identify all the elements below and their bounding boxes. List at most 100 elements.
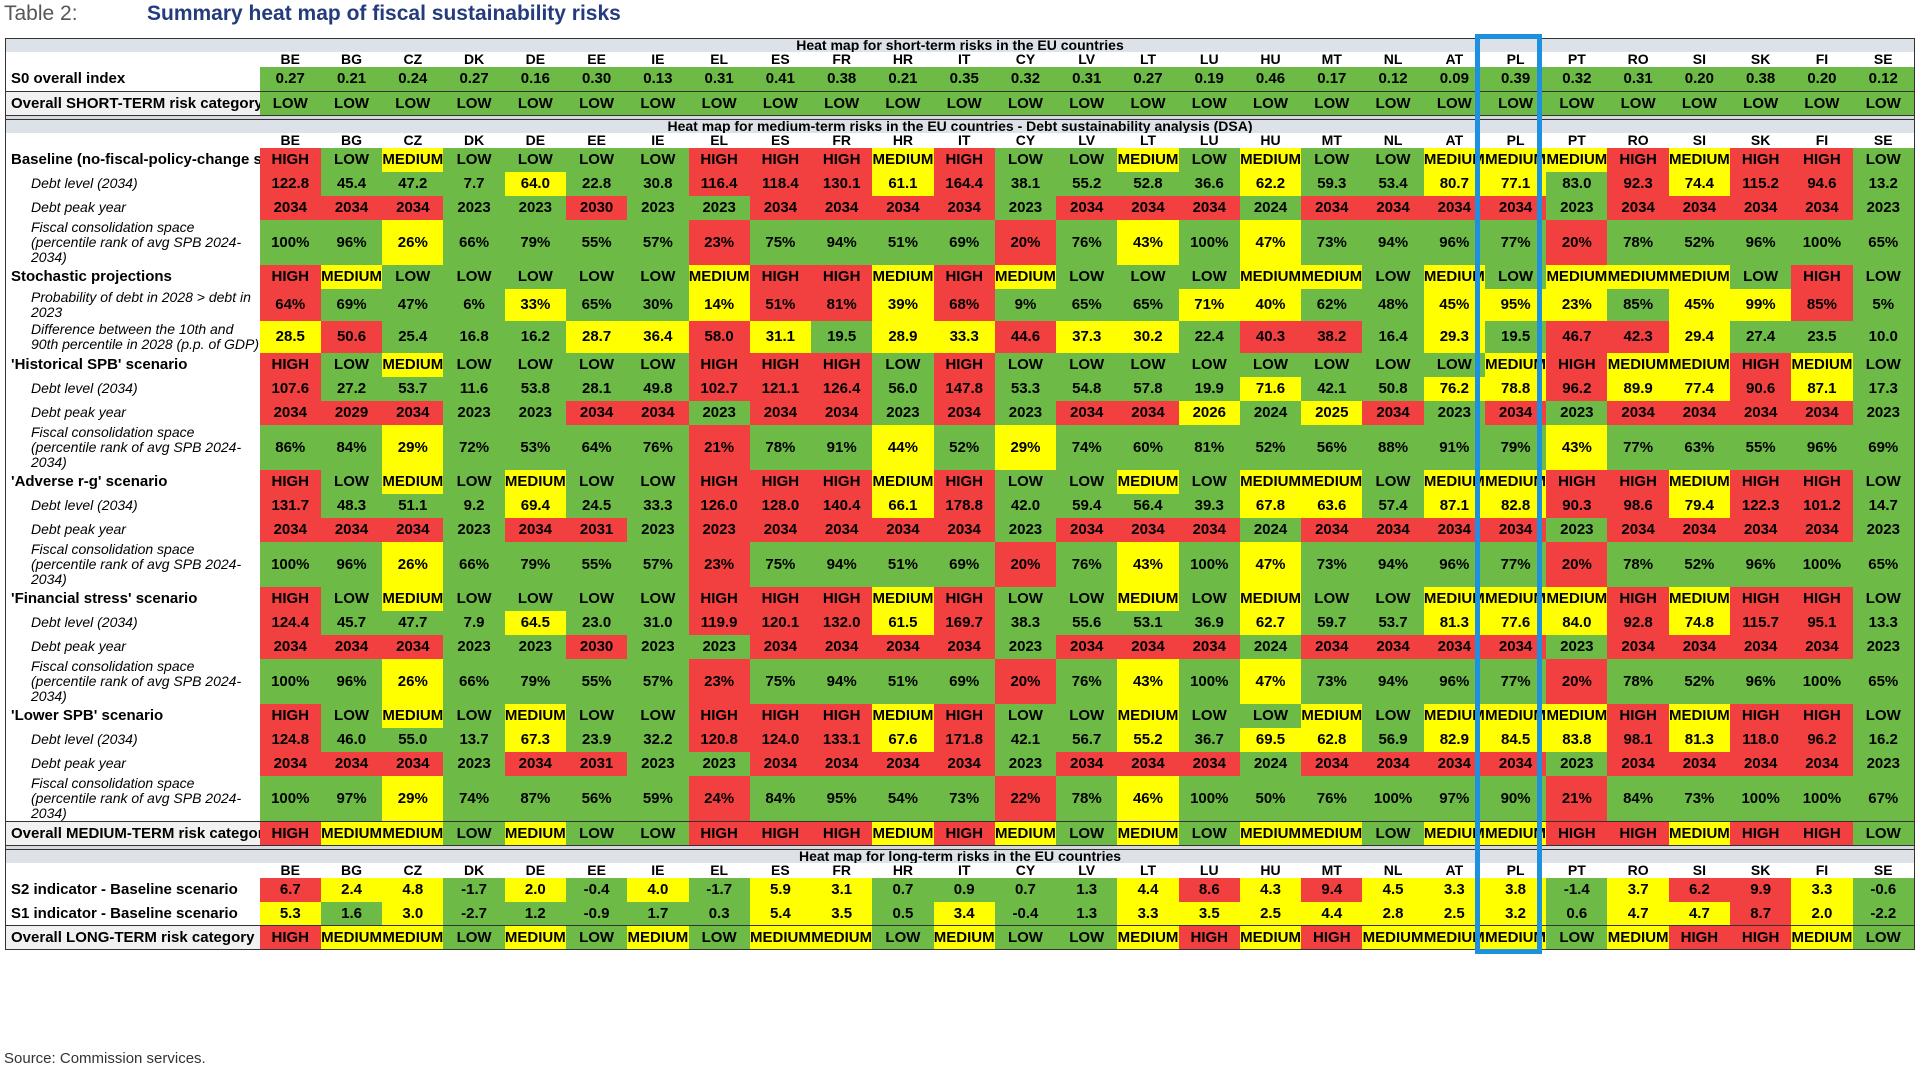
heat-cell: 46.0 bbox=[320, 727, 383, 752]
heat-cell: 23% bbox=[1546, 288, 1608, 321]
table-row: 'Historical SPB' scenario HIGH LOW MEDIUM LO… bbox=[6, 352, 1915, 377]
country-code-cy: CY bbox=[1015, 862, 1036, 878]
heat-cell: LOW bbox=[504, 90, 566, 116]
country-code-ie: IE bbox=[651, 52, 665, 67]
heat-cell: 26% bbox=[382, 541, 444, 587]
heat-cell: 43% bbox=[1117, 541, 1179, 587]
heat-cell: LOW bbox=[1239, 352, 1302, 377]
country-code-el: EL bbox=[710, 52, 729, 67]
country-code-pl: PL bbox=[1506, 52, 1525, 67]
table-row: Overall SHORT-TERM risk category LOW LOW LO… bbox=[5, 90, 1915, 116]
heat-cell: HIGH bbox=[811, 469, 873, 494]
heat-cell: 94% bbox=[1362, 219, 1424, 265]
heat-cell: 69% bbox=[1852, 424, 1915, 470]
heat-cell: 56.7 bbox=[1056, 727, 1118, 752]
country-code-fr: FR bbox=[832, 862, 851, 878]
heat-cell: 4.7 bbox=[1607, 901, 1669, 926]
heat-cell: LOW bbox=[1178, 90, 1240, 116]
table-row: Debt level (2034) 107.6 27.2 53.7 11.6 53.8 28… bbox=[6, 376, 1915, 401]
heat-cell: 33% bbox=[504, 288, 566, 321]
table-row: Fiscal consolidation space (percentile r… bbox=[6, 775, 1915, 821]
heat-cell: 61.5 bbox=[872, 610, 934, 635]
heat-cell: 124.8 bbox=[259, 727, 321, 752]
heat-cell: 10.0 bbox=[1852, 320, 1915, 353]
heat-cell: 31.1 bbox=[749, 320, 812, 353]
heat-cell: 19.5 bbox=[811, 320, 873, 353]
heat-cell: 2034 bbox=[1730, 400, 1792, 425]
heat-cell: 2034 bbox=[933, 634, 995, 659]
heat-cell: 61.1 bbox=[872, 171, 934, 196]
heat-cell: 64.5 bbox=[504, 610, 566, 635]
heat-cell: LOW bbox=[1239, 703, 1302, 728]
heat-cell: 2034 bbox=[811, 195, 873, 220]
heat-cell: HIGH bbox=[749, 703, 812, 728]
heat-cell: 2034 bbox=[1178, 634, 1240, 659]
section-separator bbox=[5, 115, 1915, 119]
heat-cell: MEDIUM bbox=[1791, 352, 1853, 377]
heat-cell: 2034 bbox=[1668, 634, 1731, 659]
heat-cell: 50.8 bbox=[1362, 376, 1424, 401]
heat-cell: 2034 bbox=[1117, 751, 1179, 776]
heat-cell: LOW bbox=[1852, 469, 1915, 494]
heat-cell: 47.2 bbox=[382, 171, 444, 196]
country-code-bg: BG bbox=[341, 862, 363, 878]
heat-cell: 96% bbox=[320, 219, 383, 265]
heat-cell: 100% bbox=[259, 219, 321, 265]
heat-cell: 0.32 bbox=[1546, 67, 1608, 91]
heat-cell: 2034 bbox=[504, 517, 566, 542]
country-code-bg: BG bbox=[341, 132, 363, 148]
heat-cell: 2034 bbox=[872, 751, 934, 776]
heat-cell: LOW bbox=[1852, 820, 1915, 846]
row-label: Fiscal consolidation space (percentile r… bbox=[31, 658, 242, 704]
heat-cell: 0.7 bbox=[872, 877, 934, 902]
heat-cell: 75% bbox=[749, 658, 812, 704]
row-label: Debt level (2034) bbox=[31, 731, 138, 747]
heat-cell: HIGH bbox=[749, 264, 812, 289]
heat-cell: 140.4 bbox=[811, 493, 873, 518]
heat-cell: MEDIUM bbox=[1301, 469, 1363, 494]
heat-cell: 2034 bbox=[1056, 634, 1118, 659]
heat-cell: 2034 bbox=[320, 195, 383, 220]
country-code-hu: HU bbox=[1260, 132, 1281, 148]
row-label: Baseline (no-fiscal-policy-change scenar… bbox=[11, 151, 260, 168]
heat-cell: 0.5 bbox=[872, 901, 934, 926]
heat-cell: MEDIUM bbox=[1117, 586, 1179, 611]
heat-cell: HIGH bbox=[933, 703, 995, 728]
heat-cell: 2034 bbox=[811, 751, 873, 776]
heat-cell: 1.2 bbox=[504, 901, 566, 926]
heat-cell: -1.7 bbox=[688, 877, 750, 902]
heat-cell: LOW bbox=[994, 586, 1057, 611]
heat-cell: LOW bbox=[443, 586, 505, 611]
heat-cell: MEDIUM bbox=[872, 703, 934, 728]
country-code-nl: NL bbox=[1383, 862, 1403, 878]
heat-cell: LOW bbox=[1178, 820, 1240, 846]
heat-cell: 3.2 bbox=[1484, 901, 1547, 926]
heat-cell: 1.3 bbox=[1056, 877, 1118, 902]
heat-cell: MEDIUM bbox=[1423, 264, 1485, 289]
heat-cell: MEDIUM bbox=[1546, 586, 1608, 611]
heat-cell: 84.5 bbox=[1484, 727, 1547, 752]
heat-cell: 51% bbox=[872, 541, 934, 587]
table-row: Overall LONG-TERM risk category HIGH MEDIU… bbox=[5, 925, 1915, 950]
heat-cell: 43% bbox=[1546, 424, 1608, 470]
heat-cell: 3.3 bbox=[1423, 877, 1485, 902]
heat-cell: 0.31 bbox=[1056, 67, 1118, 91]
heat-cell: 2034 bbox=[1056, 195, 1118, 220]
heat-cell: 56% bbox=[565, 775, 628, 821]
country-code-be: BE bbox=[280, 52, 300, 67]
table-row: Probability of debt in 2028 > debt in 20… bbox=[6, 288, 1915, 321]
heat-cell: 69% bbox=[933, 541, 995, 587]
heat-cell: 2023 bbox=[994, 751, 1057, 776]
country-code-cz: CZ bbox=[403, 52, 423, 67]
heat-cell: 9% bbox=[994, 288, 1057, 321]
heat-cell: 29.3 bbox=[1423, 320, 1485, 353]
heat-cell: 2030 bbox=[565, 634, 628, 659]
heat-cell: 0.9 bbox=[933, 877, 995, 902]
heat-cell: 82.8 bbox=[1484, 493, 1547, 518]
heat-cell: -2.2 bbox=[1852, 901, 1915, 926]
table-row: Debt peak year 2034 2034 2034 2023 2023 2030 20… bbox=[6, 195, 1915, 220]
heat-cell: 45.7 bbox=[320, 610, 383, 635]
heat-cell: 90.3 bbox=[1546, 493, 1608, 518]
heat-cell: HIGH bbox=[1791, 820, 1853, 846]
heat-cell: 33.3 bbox=[627, 493, 689, 518]
